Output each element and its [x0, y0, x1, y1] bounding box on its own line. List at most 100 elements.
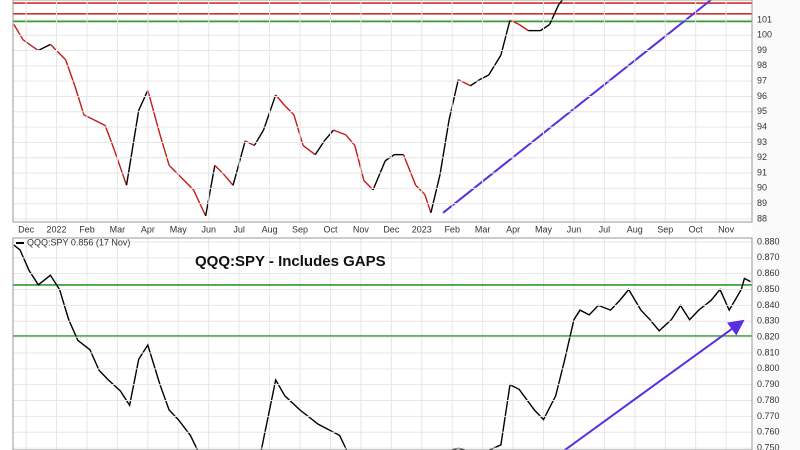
price-segment [314, 140, 325, 156]
price-segment [457, 78, 471, 87]
y-tick-label: 97 [757, 76, 767, 86]
y-tick-label: 100 [757, 30, 772, 40]
x-tick-label: Jul [233, 224, 245, 234]
x-tick-label: Oct [689, 224, 704, 234]
price-segment [104, 125, 116, 151]
price-segment [302, 144, 316, 156]
price-segment [192, 189, 207, 217]
x-tick-label: Mar [110, 224, 126, 234]
price-segment [37, 43, 51, 52]
price-segment [13, 24, 24, 41]
price-segment [293, 114, 304, 146]
panel-plot [13, 0, 752, 217]
y-tick-label: 92 [757, 152, 767, 162]
price-segment [64, 59, 76, 86]
price-segment [488, 54, 502, 76]
y-tick-label: 0.800 [757, 363, 780, 373]
price-segment [284, 105, 295, 116]
x-tick-label: May [170, 224, 188, 234]
price-segment [323, 129, 335, 142]
price-segment [333, 129, 346, 136]
y-tick-label: 94 [757, 121, 767, 131]
y-tick-label: 0.790 [757, 379, 780, 389]
price-segment [548, 4, 560, 25]
panel-border [12, 237, 753, 450]
y-tick-label: 95 [757, 106, 767, 116]
price-segment [74, 85, 85, 116]
y-tick-label: 91 [757, 167, 767, 177]
x-tick-label: Feb [79, 224, 95, 234]
y-tick-label: 0.830 [757, 316, 780, 326]
x-tick-label: Feb [444, 224, 460, 234]
price-segment [125, 110, 140, 186]
price-segment [479, 74, 490, 81]
y-tick-label: 88 [757, 213, 767, 223]
x-tick-label: Oct [323, 224, 338, 234]
price-segment [159, 134, 170, 166]
trendline [442, 0, 712, 214]
price-segment [345, 134, 356, 146]
price-segment [253, 129, 265, 146]
price-segment [113, 149, 128, 186]
price-segment [402, 154, 417, 186]
x-tick-label: Apr [141, 224, 155, 234]
y-tick-label: 0.860 [757, 268, 780, 278]
panel-plot [13, 244, 752, 450]
y-tick-label: 0.770 [757, 411, 780, 421]
x-tick-label: Aug [262, 224, 278, 234]
x-tick-label: 2022 [47, 224, 67, 234]
y-tick-label: 0.750 [757, 442, 780, 450]
y-tick-label: 0.820 [757, 331, 780, 341]
price-segment [83, 114, 94, 121]
x-tick-label: May [535, 224, 553, 234]
trendline [564, 319, 745, 450]
price-segment [470, 79, 480, 87]
price-segment [430, 174, 441, 213]
y-tick-label: 101 [757, 14, 772, 24]
price-line [13, 244, 751, 450]
x-tick-label: 2023 [412, 224, 432, 234]
price-segment [138, 90, 149, 111]
x-tick-label: Nov [353, 224, 370, 234]
price-segment [22, 39, 39, 52]
y-tick-label: 99 [757, 45, 767, 55]
annotation: QQQ:SPY - Includes GAPS [195, 253, 386, 270]
legend-label: QQQ:SPY 0.856 (17 Nov) [27, 237, 130, 247]
y-tick-label: 0.850 [757, 284, 780, 294]
price-segment [448, 79, 459, 120]
x-tick-label: Jun [201, 224, 216, 234]
price-segment [354, 145, 365, 181]
price-segment [49, 43, 67, 61]
price-segment [223, 174, 234, 186]
price-segment [540, 23, 550, 32]
y-tick-label: 0.840 [757, 300, 780, 310]
x-tick-label: Jul [599, 224, 611, 234]
x-tick-label: Aug [627, 224, 643, 234]
y-tick-label: 90 [757, 183, 767, 193]
x-tick-label: Mar [475, 224, 491, 234]
y-tick-label: 0.880 [757, 236, 780, 246]
x-tick-label: Dec [383, 224, 400, 234]
x-tick-label: Apr [506, 224, 520, 234]
x-tick-label: Dec [18, 224, 35, 234]
y-tick-label: 0.870 [757, 252, 780, 262]
price-segment [147, 90, 161, 135]
price-segment [244, 140, 255, 147]
price-segment [92, 118, 106, 127]
price-segment [500, 19, 511, 56]
x-tick-label: Jun [567, 224, 582, 234]
price-segment [415, 184, 426, 195]
axis-background [752, 0, 800, 450]
x-tick-label: Nov [718, 224, 735, 234]
panel-border [12, 0, 753, 223]
y-tick-label: 93 [757, 137, 767, 147]
x-tick-label: Sep [292, 224, 308, 234]
price-segment [518, 23, 529, 32]
y-tick-label: 98 [757, 60, 767, 70]
price-segment [439, 119, 450, 175]
price-segment [372, 160, 386, 191]
price-segment [558, 0, 564, 6]
y-tick-label: 96 [757, 91, 767, 101]
